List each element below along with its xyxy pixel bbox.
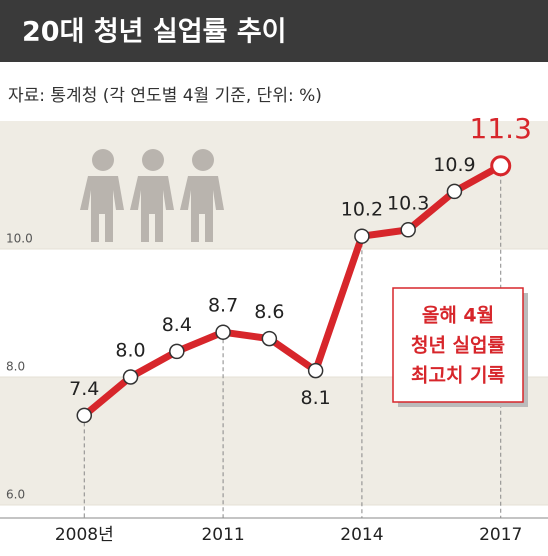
annotation: 청년 실업률	[411, 335, 505, 357]
point	[354, 228, 370, 244]
point	[122, 369, 139, 385]
people-icon	[80, 149, 224, 242]
point	[76, 407, 93, 424]
point	[446, 183, 463, 200]
annotation-box	[392, 287, 524, 403]
point	[307, 362, 324, 379]
annotation: 최고치 기록	[411, 365, 505, 387]
title-bar	[0, 0, 548, 62]
x-tick-label: 2011	[201, 525, 244, 545]
value-label: 10.9	[433, 154, 475, 176]
point	[490, 155, 512, 177]
series-line	[82, 162, 503, 419]
y-tick-label: 8.0	[6, 360, 25, 374]
y-tick-label: 10.0	[6, 232, 33, 246]
point	[215, 324, 231, 340]
chart-title: 20대 청년 실업률 추이	[22, 17, 287, 48]
value-label: 10.2	[341, 199, 383, 221]
x-tick-label: 2014	[340, 525, 383, 545]
annotation: 올해 4월	[422, 305, 494, 327]
point	[400, 222, 416, 238]
value-label: 8.1	[301, 387, 331, 409]
value-label: 7.4	[69, 378, 99, 400]
point	[169, 343, 185, 360]
value-label: 11.3	[470, 112, 532, 145]
value-label: 8.4	[162, 314, 192, 336]
value-label: 8.6	[254, 301, 284, 323]
x-tick-label: 2008년	[55, 525, 114, 545]
x-tick-label: 2017	[479, 525, 522, 545]
value-label: 8.0	[115, 340, 145, 362]
value-label: 8.7	[208, 295, 238, 317]
value-label: 10.3	[387, 192, 429, 214]
y-tick-label: 6.0	[6, 488, 25, 502]
subtitle: 자료: 통계청 (각 연도별 4월 기준, 단위: %)	[8, 86, 322, 106]
point	[261, 330, 278, 347]
